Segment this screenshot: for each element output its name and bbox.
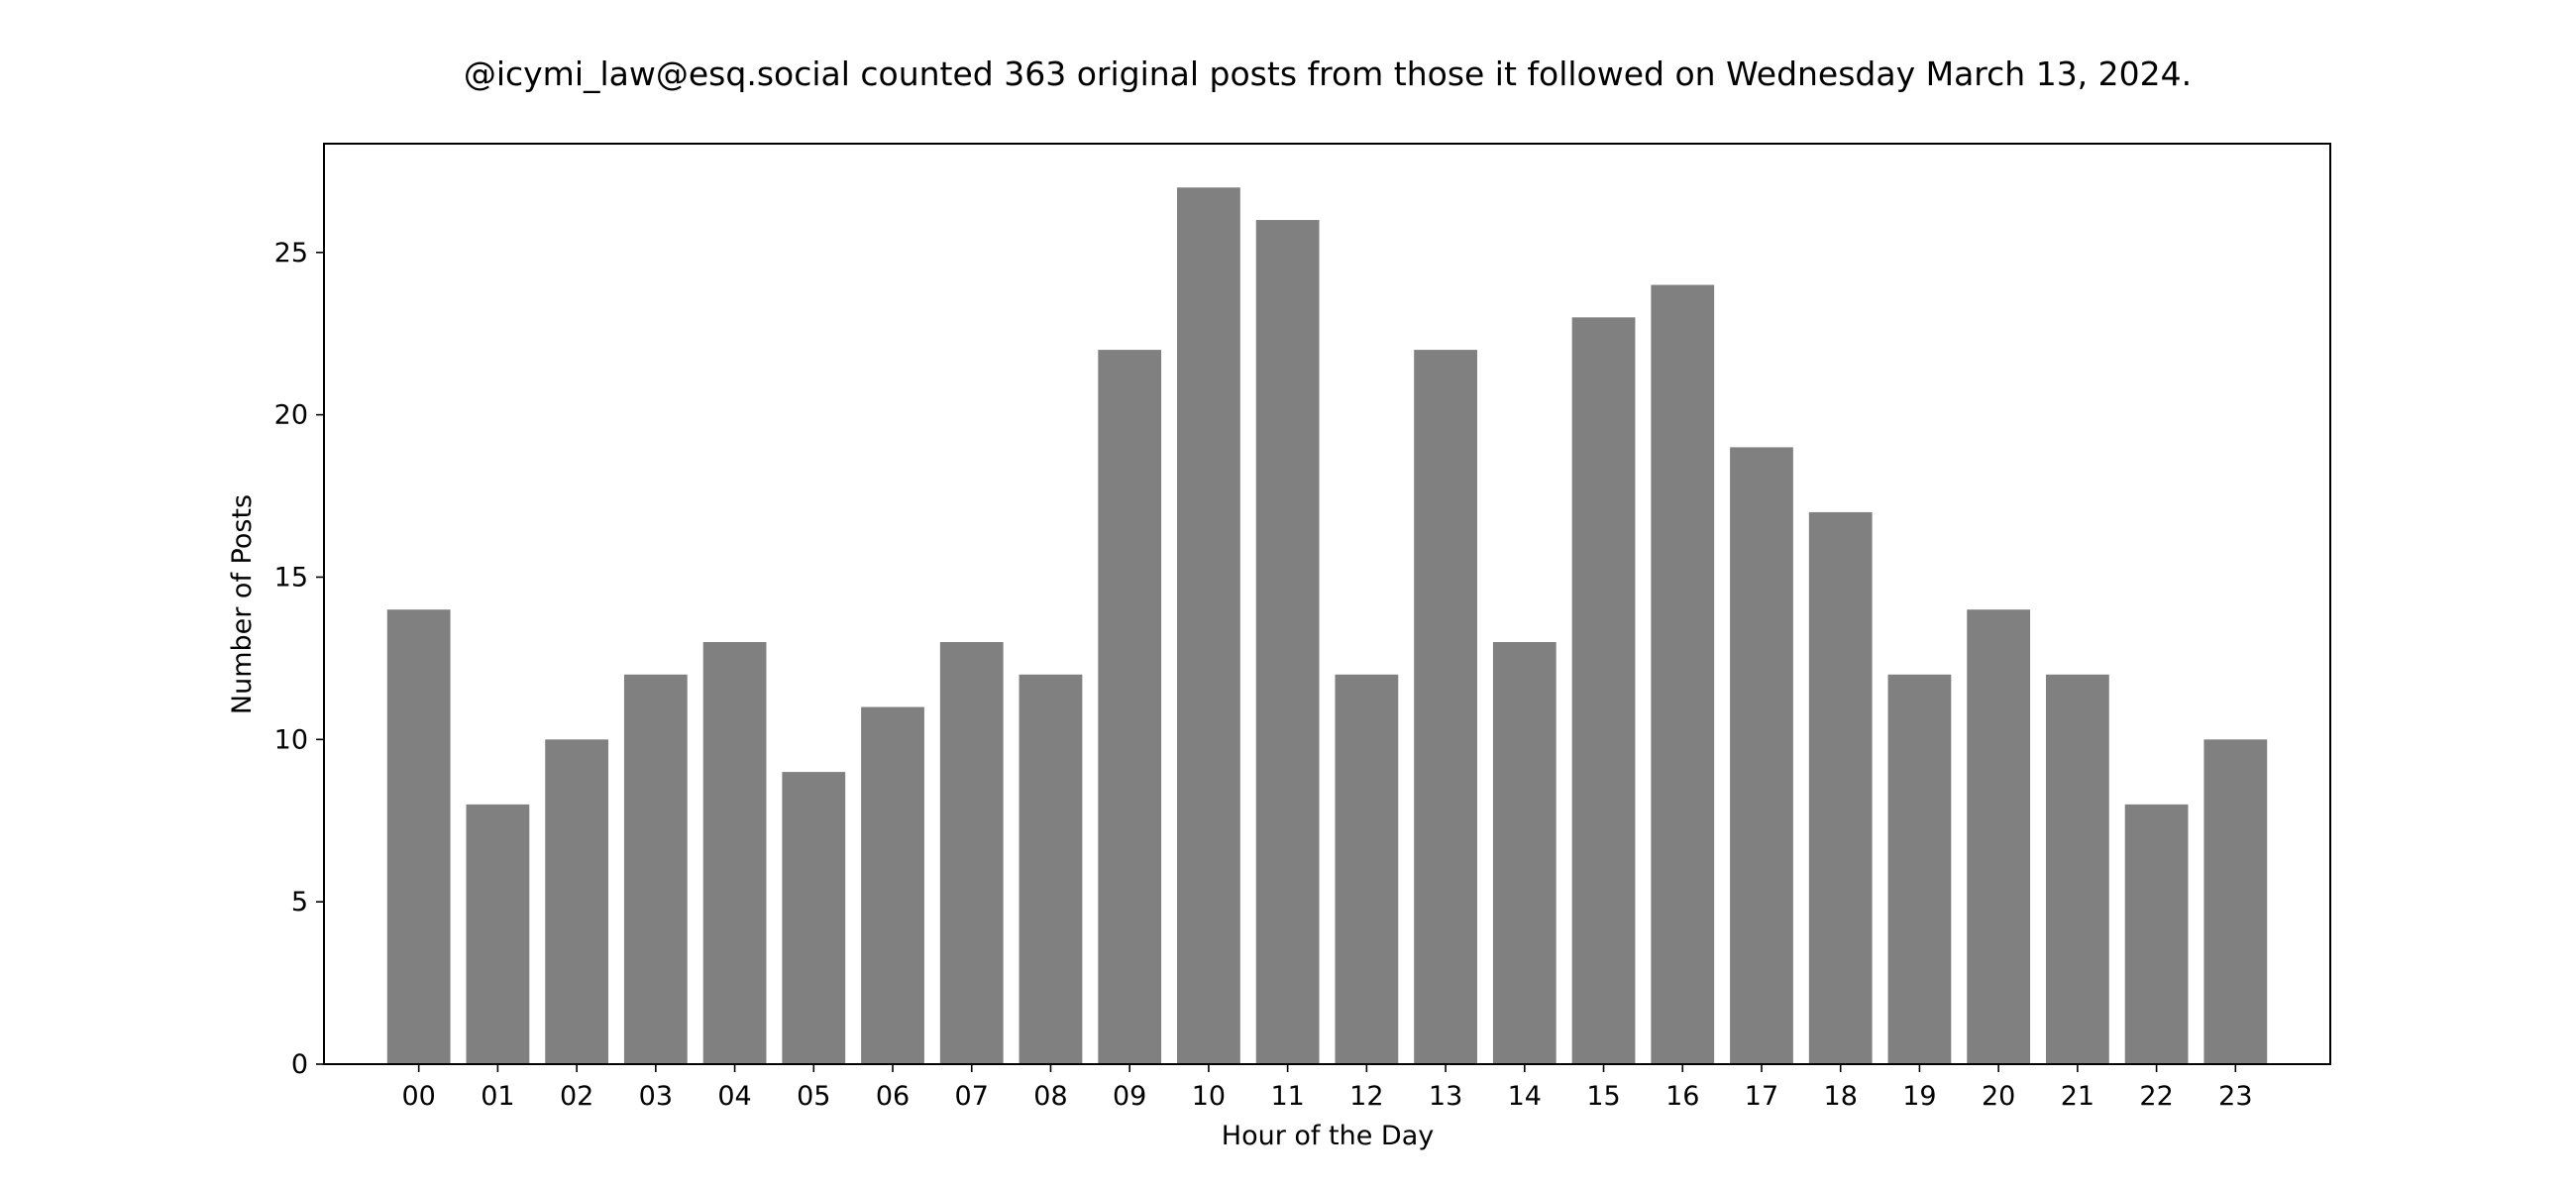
x-tick-label-03: 03 [639, 1081, 673, 1112]
bar-10 [1177, 187, 1240, 1065]
x-tick-label-15: 15 [1586, 1081, 1620, 1112]
bars-group [386, 187, 2268, 1065]
x-tick-label-12: 12 [1349, 1081, 1383, 1112]
x-tick-label-07: 07 [955, 1081, 989, 1112]
x-tick-label-08: 08 [1033, 1081, 1067, 1112]
axes-group: 00 01 02 03 04 05 06 07 08 09 10 11 12 13 14 15 16 17 18 19… [274, 143, 2331, 1112]
x-tick-label-16: 16 [1665, 1081, 1699, 1112]
bar-01 [466, 804, 530, 1064]
bar-13 [1414, 350, 1477, 1065]
bar-06 [861, 706, 924, 1064]
x-tick-label-21: 21 [2061, 1081, 2094, 1112]
x-tick-label-22: 22 [2139, 1081, 2173, 1112]
x-axis-label: Hour of the Day [1222, 1121, 1434, 1151]
bar-15 [1571, 317, 1636, 1064]
bar-18 [1808, 511, 1873, 1064]
y-tick-label-15: 15 [274, 562, 308, 593]
y-tick-label-0: 0 [291, 1049, 308, 1080]
bar-11 [1255, 220, 1320, 1064]
x-tick-label-04: 04 [717, 1081, 751, 1112]
x-tick-label-13: 13 [1429, 1081, 1462, 1112]
bar-07 [939, 642, 1004, 1064]
x-tick-label-14: 14 [1508, 1081, 1542, 1112]
x-tick-label-18: 18 [1824, 1081, 1858, 1112]
bar-23 [2203, 739, 2268, 1064]
y-axis-label: Number of Posts [227, 494, 258, 714]
bar-19 [1887, 674, 1952, 1064]
y-tick-label-5: 5 [291, 887, 308, 918]
x-tick-label-02: 02 [560, 1081, 593, 1112]
x-tick-label-01: 01 [481, 1081, 514, 1112]
x-tick-label-11: 11 [1270, 1081, 1304, 1112]
bar-04 [702, 642, 767, 1064]
x-tick-label-20: 20 [1982, 1081, 2015, 1112]
plot-frame [323, 143, 2331, 1065]
x-tick-label-05: 05 [797, 1081, 830, 1112]
bar-08 [1019, 674, 1083, 1064]
chart-title: @icymi_law@esq.social counted 363 origin… [464, 54, 2192, 93]
bar-12 [1335, 674, 1399, 1064]
y-tick-label-20: 20 [274, 400, 308, 431]
x-tick-label-00: 00 [401, 1081, 435, 1112]
bar-02 [545, 739, 609, 1064]
bar-17 [1730, 447, 1793, 1064]
x-tick-label-10: 10 [1192, 1081, 1226, 1112]
y-tick-label-25: 25 [274, 238, 308, 269]
bar-09 [1098, 350, 1162, 1065]
x-tick-label-19: 19 [1902, 1081, 1936, 1112]
x-tick-label-06: 06 [876, 1081, 910, 1112]
bar-14 [1492, 642, 1556, 1064]
bar-05 [782, 772, 846, 1064]
bar-00 [386, 609, 451, 1064]
bar-22 [2124, 804, 2189, 1064]
bar-16 [1651, 284, 1715, 1064]
x-tick-label-17: 17 [1745, 1081, 1778, 1112]
bar-20 [1967, 609, 2031, 1064]
x-tick-label-23: 23 [2218, 1081, 2252, 1112]
bar-03 [623, 674, 688, 1064]
x-tick-label-09: 09 [1113, 1081, 1146, 1112]
y-tick-label-10: 10 [274, 724, 308, 755]
bar-21 [2045, 674, 2109, 1064]
